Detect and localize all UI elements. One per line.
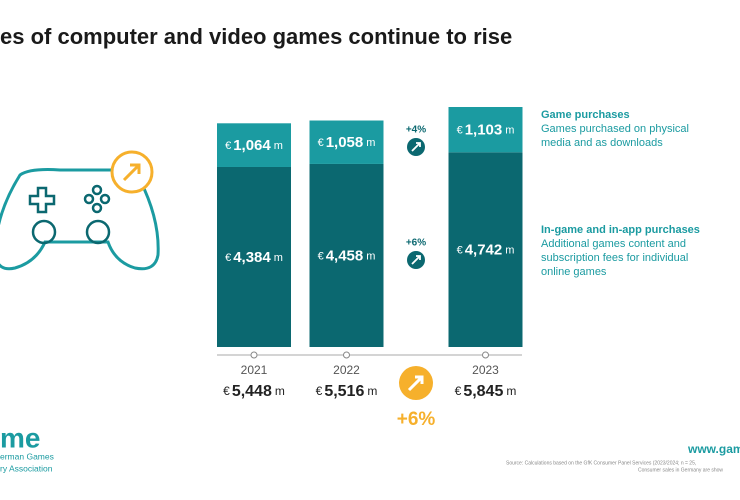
unit: m	[274, 140, 283, 152]
value-label: €1,103 m	[457, 122, 515, 139]
unit: m	[367, 384, 377, 398]
currency: €	[457, 245, 463, 257]
currency: €	[318, 250, 324, 262]
change-arrow	[411, 142, 421, 152]
total-change-arrow	[407, 375, 424, 392]
bar-segment	[309, 120, 384, 164]
total-change-label: +6%	[397, 409, 436, 430]
change-label: +4%	[406, 125, 426, 136]
value-label: €1,064 m	[225, 137, 283, 154]
year-marker	[250, 351, 258, 359]
unit: m	[274, 252, 283, 264]
unit: m	[505, 245, 514, 257]
value: 4,458	[326, 247, 364, 264]
source: Consumer sales in Germany are show	[638, 467, 723, 473]
controller-buttons	[28, 184, 111, 245]
unit: m	[366, 250, 375, 262]
bar-segment	[217, 123, 291, 167]
change-arrow	[411, 255, 421, 265]
legend-description: media and as downloads	[541, 137, 663, 149]
value: 5,845	[463, 383, 503, 400]
unit: m	[275, 384, 285, 398]
unit: m	[506, 384, 516, 398]
website: www.gam	[687, 442, 740, 456]
legend-description: Additional games content and	[541, 238, 686, 250]
bar-segment	[309, 163, 384, 347]
currency: €	[457, 125, 463, 137]
currency: €	[316, 384, 323, 398]
value: 4,742	[465, 242, 503, 259]
total-label: €5,516 m	[316, 383, 378, 400]
logo-line: erman Games	[0, 451, 54, 461]
currency: €	[223, 384, 230, 398]
year-marker	[343, 351, 350, 359]
value: 1,064	[233, 137, 271, 154]
legend-description: Games purchased on physical	[541, 123, 689, 135]
currency: €	[318, 137, 324, 149]
source: Source: Calculations based on the GfK Co…	[506, 460, 696, 466]
legend-description: subscription fees for individual	[541, 252, 688, 264]
year-marker	[482, 351, 489, 359]
value-label: €1,058 m	[318, 134, 376, 151]
legend-title: Game purchases	[541, 109, 630, 121]
value: 5,448	[232, 383, 272, 400]
unit: m	[505, 125, 514, 137]
total-label: €5,845 m	[455, 383, 517, 400]
value-label: €4,384 m	[225, 249, 283, 266]
unit: m	[366, 137, 375, 149]
value: 4,384	[233, 249, 271, 266]
total-label: €5,448 m	[223, 383, 285, 400]
growth-icon	[110, 150, 154, 194]
x-tick-label: 2021	[241, 363, 268, 377]
change-label: +6%	[406, 238, 426, 249]
value: 1,058	[326, 134, 364, 151]
currency: €	[225, 252, 231, 264]
x-tick-label: 2022	[333, 363, 360, 377]
bar-segment	[217, 166, 291, 347]
legend-description: online games	[541, 266, 607, 278]
logo-line: ry Association	[0, 463, 53, 473]
currency: €	[455, 384, 462, 398]
legend-title: In-game and in-app purchases	[541, 224, 700, 236]
value: 1,103	[465, 122, 503, 139]
bar-segment	[448, 152, 523, 347]
bar-segment	[448, 107, 523, 153]
value-label: €4,458 m	[318, 247, 376, 264]
currency: €	[225, 140, 231, 152]
value: 5,516	[324, 383, 364, 400]
x-tick-label: 2023	[472, 363, 499, 377]
chart-title: es of computer and video games continue …	[0, 24, 512, 49]
logo: me	[0, 422, 40, 453]
value-label: €4,742 m	[457, 242, 515, 259]
